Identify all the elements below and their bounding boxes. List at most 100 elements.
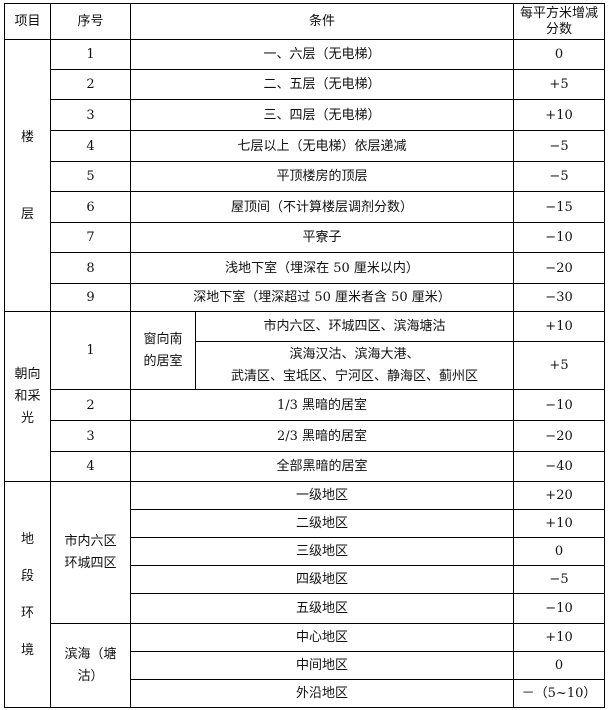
- group-name: 滨海（塘沽）: [64, 646, 117, 684]
- table-row: 4 七层以上（无电梯）依层递减 −5: [5, 130, 606, 162]
- header-item: 项目: [4, 3, 51, 40]
- table-row: 外沿地区 －（5~10）: [5, 679, 606, 708]
- label-char: 层: [20, 206, 34, 222]
- condition-text: 屋顶间（不计算楼层调剂分数）: [231, 199, 414, 215]
- score-cell: +10: [513, 509, 606, 538]
- label-char: 环: [20, 605, 34, 621]
- seq-cell: 3: [50, 420, 131, 452]
- score-cell: 0: [513, 39, 606, 70]
- condition-text: 七层以上（无电梯）依层递减: [237, 138, 407, 154]
- group-name: 市内六区环城四区: [64, 533, 117, 571]
- condition-cell: 屋顶间（不计算楼层调剂分数）: [129, 191, 515, 223]
- location-group: 市内六区环城四区: [50, 481, 131, 624]
- seq-cell: 9: [50, 283, 131, 312]
- label-char: 楼: [20, 129, 34, 145]
- condition-cell: 中间地区: [129, 651, 515, 680]
- table-row: 地段环境市内六区环城四区 一级地区 +20: [4, 481, 606, 708]
- condition-cell: 外沿地区: [129, 679, 515, 708]
- score-cell: +5: [513, 341, 606, 390]
- score-cell: −40: [513, 451, 606, 482]
- condition-text: 一、六层（无电梯）: [263, 47, 381, 62]
- sub-label: 窗向南的居室: [130, 311, 196, 390]
- table-row: 滨海汉沽、滨海大港、 武清区、宝坻区、宁河区、静海区、蓟州区 +5: [5, 341, 606, 390]
- seq-cell: 8: [50, 252, 131, 284]
- condition-line: 滨海汉沽、滨海大港、: [289, 346, 420, 362]
- condition-cell: 三、四层（无电梯）: [129, 99, 515, 131]
- table-row: 2 二、五层（无电梯） +5: [5, 69, 606, 100]
- score-cell: −10: [513, 593, 606, 624]
- sub-label-text: 窗向南的居室: [143, 331, 183, 369]
- table-row: 8 浅地下室（埋深在 50 厘米以内） −20: [5, 252, 606, 284]
- table-row: 7 平寮子 −10: [5, 222, 606, 253]
- condition-cell: 滨海汉沽、滨海大港、武清区、宝坻区、宁河区、静海区、蓟州区: [194, 341, 515, 390]
- condition-cell: 2/3 黑暗的居室: [129, 420, 515, 452]
- seq-cell: 3: [50, 99, 131, 131]
- condition-cell: 浅地下室（埋深在 50 厘米以内）: [129, 252, 515, 284]
- header-score-text: 每平方米增减分数: [520, 5, 599, 37]
- condition-cell: 三级地区: [129, 537, 515, 566]
- table-row: 3 2/3 黑暗的居室 −20: [5, 420, 606, 452]
- table-row: 朝向和采光 1 窗向南的居室 市内六区、环城四区、滨海塘沽 +10: [4, 311, 606, 482]
- condition-text: 三、四层（无电梯）: [263, 107, 381, 123]
- score-cell: +10: [513, 311, 606, 342]
- score-cell: −20: [513, 420, 606, 452]
- condition-text: 浅地下室（埋深在 50 厘米以内）: [225, 260, 419, 276]
- table-row: 四级地区 −5: [5, 565, 606, 594]
- header-row: 项目 序号 条件 每平方米增减分数: [4, 3, 606, 40]
- score-cell: −30: [513, 283, 606, 312]
- label-char: 地: [20, 531, 34, 547]
- seq-cell: 6: [50, 191, 131, 223]
- floors-label: 楼层: [4, 39, 51, 312]
- table-row: 2 1/3 黑暗的居室 −10: [5, 389, 606, 421]
- table-row: 5 平顶楼房的顶层 −5: [5, 161, 606, 192]
- condition-cell: 平寮子: [129, 222, 515, 253]
- condition-line: 武清区、宝坻区、宁河区、静海区、蓟州区: [231, 368, 479, 384]
- table-row: 4 全部黑暗的居室 −40: [5, 451, 606, 482]
- table-row: 9 深地下室（埋深超过 50 厘米者含 50 厘米） −30: [5, 283, 606, 312]
- seq-cell: 2: [50, 389, 131, 421]
- condition-cell: 一、六层（无电梯）: [129, 39, 515, 70]
- table-row: 6 屋顶间（不计算楼层调剂分数） −15: [5, 191, 606, 223]
- location-label: 地段环境: [4, 481, 51, 708]
- label-char: 段: [20, 568, 34, 584]
- condition-cell: 一级地区: [129, 481, 515, 510]
- condition-cell: 五级地区: [129, 593, 515, 624]
- table-row: 滨海（塘沽） 中心地区 +10: [5, 623, 606, 708]
- score-cell: 0: [513, 651, 606, 680]
- seq-cell: 1: [50, 39, 131, 70]
- orientation-label-text: 朝向和采光: [14, 366, 41, 426]
- condition-cell: 七层以上（无电梯）依层递减: [129, 130, 515, 162]
- seq-cell: 2: [50, 69, 131, 100]
- score-adjustment-table: 项目 序号 条件 每平方米增减分数 楼层 1 一、六层（无电梯） 0 2 二、五层（无电梯…: [4, 3, 606, 708]
- score-cell: +10: [513, 623, 606, 652]
- score-cell: 0: [513, 537, 606, 566]
- seq-cell: 1: [50, 311, 131, 390]
- score-cell: +5: [513, 69, 606, 100]
- table-row: 二级地区 +10: [5, 509, 606, 538]
- condition-cell: 全部黑暗的居室: [129, 451, 515, 482]
- score-cell: −10: [513, 222, 606, 253]
- score-cell: −5: [513, 130, 606, 162]
- score-cell: −10: [513, 389, 606, 421]
- label-char: 境: [20, 642, 34, 658]
- condition-text: 深地下室（埋深超过 50 厘米者含 50 厘米）: [193, 290, 451, 305]
- condition-text: 二、五层（无电梯）: [263, 77, 381, 92]
- seq-cell: 7: [50, 222, 131, 253]
- table-row: 三级地区 0: [5, 537, 606, 566]
- condition-cell: 四级地区: [129, 565, 515, 594]
- score-cell: −5: [513, 565, 606, 594]
- score-cell: −15: [513, 191, 606, 223]
- condition-cell: 市内六区、环城四区、滨海塘沽: [194, 311, 515, 342]
- seq-cell: 4: [50, 130, 131, 162]
- condition-cell: 平顶楼房的顶层: [129, 161, 515, 192]
- condition-cell: 中心地区: [129, 623, 515, 652]
- header-condition: 条件: [129, 3, 515, 40]
- score-cell: +10: [513, 99, 606, 131]
- condition-cell: 1/3 黑暗的居室: [129, 389, 515, 421]
- orientation-label: 朝向和采光: [4, 311, 51, 482]
- condition-cell: 深地下室（埋深超过 50 厘米者含 50 厘米）: [129, 283, 515, 312]
- table-row: 五级地区 −10: [5, 593, 606, 624]
- location-group: 滨海（塘沽）: [50, 623, 131, 708]
- condition-text: 平寮子: [302, 230, 342, 245]
- table-row: 3 三、四层（无电梯） +10: [5, 99, 606, 131]
